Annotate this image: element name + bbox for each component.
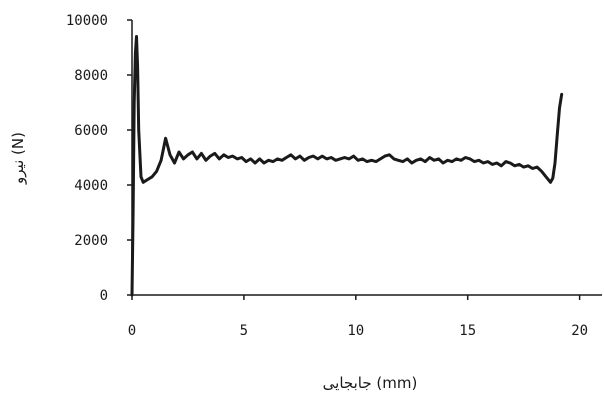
x-tick-label: 5 <box>240 323 248 339</box>
series-line <box>130 35 564 297</box>
x-tick-label: 10 <box>347 323 364 339</box>
x-axis-title: جابجایی (mm) <box>323 374 418 392</box>
x-tick-label: 15 <box>459 323 476 339</box>
y-tick-label: 4000 <box>74 178 108 194</box>
y-tick-label: 2000 <box>74 233 108 249</box>
y-tick-label: 8000 <box>74 68 108 84</box>
y-tick-label: 10000 <box>66 13 108 29</box>
y-axis-title: نیرو (N) <box>9 132 27 185</box>
y-tick-label: 0 <box>100 288 108 304</box>
x-tick-label: 0 <box>128 323 136 339</box>
y-tick-label: 6000 <box>74 123 108 139</box>
x-tick-label: 20 <box>571 323 588 339</box>
